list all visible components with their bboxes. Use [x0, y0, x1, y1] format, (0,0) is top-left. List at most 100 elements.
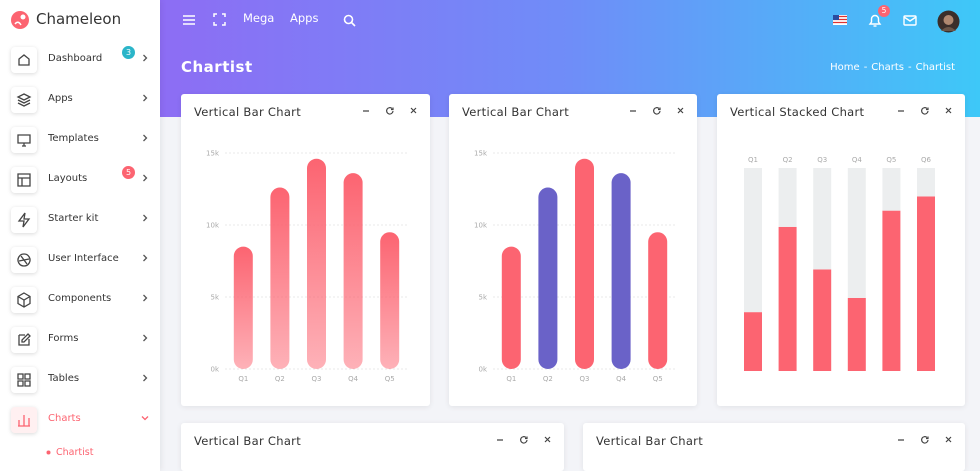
y-tick-label: 0k: [210, 366, 219, 374]
breadcrumb-separator: -: [863, 62, 868, 73]
menu-item[interactable]: Charts: [0, 405, 160, 435]
chevron-shape: [143, 94, 148, 102]
refresh[interactable]: [653, 107, 661, 115]
x-tick-label: Q3: [580, 375, 590, 383]
menu-item[interactable]: Starter kit: [0, 205, 160, 235]
bar: [270, 187, 290, 369]
x-tick-label: Q4: [348, 375, 359, 383]
close[interactable]: [410, 107, 417, 114]
chevron: [143, 134, 148, 142]
notification-badge: 5: [878, 5, 890, 17]
breadcrumb-item[interactable]: Home: [830, 62, 860, 73]
refresh[interactable]: [386, 107, 394, 115]
card-title: Vertical Bar Chart: [194, 434, 302, 448]
card: Vertical Bar Chart 0k 5k 10k 15k Q1 Q2 Q3 Q4 Q5: [181, 94, 430, 406]
submenu-item[interactable]: Chartist: [56, 447, 94, 458]
close[interactable]: [945, 107, 952, 114]
breadcrumb-item[interactable]: Chartist: [915, 62, 955, 73]
menu-label: Components: [48, 293, 112, 304]
refresh[interactable]: [520, 436, 528, 444]
menu-label: Dashboard: [48, 53, 103, 64]
chevron: [143, 334, 148, 342]
bar-segment: [882, 168, 901, 211]
card-controls: [898, 107, 952, 115]
icon: [17, 373, 31, 387]
messages[interactable]: [903, 15, 917, 26]
bar-segment: [778, 226, 797, 371]
chevron: [143, 214, 148, 222]
icon-shape: [17, 292, 31, 308]
chevron-shape: [143, 134, 148, 142]
search[interactable]: [343, 14, 356, 27]
menu-item[interactable]: User Interface: [0, 245, 160, 275]
close[interactable]: [677, 107, 684, 114]
icon-shape: [17, 253, 31, 267]
x-tick-label: Q1: [748, 156, 758, 164]
icon: [16, 93, 32, 107]
menu-toggle[interactable]: [182, 13, 196, 27]
icon-shape: [17, 212, 31, 228]
avatar[interactable]: [937, 10, 960, 33]
breadcrumb-item[interactable]: Charts: [871, 62, 904, 73]
card: Vertical Bar Chart: [181, 423, 564, 471]
bar: [343, 173, 363, 369]
chevron-shape: [143, 174, 148, 182]
chevron-shape: [143, 214, 148, 222]
brand[interactable]: Chameleon: [36, 10, 122, 28]
page-title: Chartist: [181, 58, 253, 76]
menu-item[interactable]: Layouts 5: [0, 165, 160, 195]
x-tick-label: Q2: [783, 156, 793, 164]
bar: [648, 232, 668, 369]
bar-segment: [813, 168, 832, 270]
menu-icon: [11, 287, 37, 313]
chevron: [143, 174, 148, 182]
bar: [233, 246, 253, 369]
x-tick-label: Q3: [817, 156, 827, 164]
y-tick-label: 0k: [478, 366, 487, 374]
icon: [17, 134, 31, 147]
card: Vertical Bar Chart 0k 5k 10k 15k Q1 Q2 Q3 Q4 Q5: [449, 94, 697, 406]
chevron: [143, 374, 148, 382]
y-tick-label: 5k: [478, 294, 487, 302]
icon: [17, 212, 31, 228]
card-title: Vertical Bar Chart: [194, 105, 302, 119]
menu-item[interactable]: Dashboard 3: [0, 45, 160, 75]
menu-item[interactable]: Tables: [0, 365, 160, 395]
chevron-shape: [143, 334, 148, 342]
x-tick-label: Q5: [886, 156, 896, 164]
bar: [380, 232, 400, 369]
fullscreen[interactable]: [213, 13, 226, 26]
refresh[interactable]: [921, 107, 929, 115]
card-controls: [898, 436, 952, 444]
card-title: Vertical Bar Chart: [462, 105, 570, 119]
icon: [18, 415, 30, 427]
chevron: [143, 254, 148, 262]
refresh[interactable]: [921, 436, 929, 444]
menu-item[interactable]: Forms: [0, 325, 160, 355]
sidebar: Chameleon Dashboard 3 Apps Templates Layouts…: [0, 0, 160, 471]
menu-item[interactable]: Apps: [0, 85, 160, 115]
notifications[interactable]: [868, 13, 882, 28]
menu-badge: 3: [122, 46, 135, 59]
card-controls: [363, 107, 417, 115]
bar-segment: [882, 210, 901, 371]
bar-segment: [847, 168, 866, 298]
bar-segment: [847, 297, 866, 371]
bar: [611, 173, 631, 369]
menu-icon: [11, 47, 37, 73]
menu-icon: [11, 327, 37, 353]
menu-item[interactable]: Templates: [0, 125, 160, 155]
nav-link[interactable]: Apps: [290, 11, 319, 25]
chart: Q1 Q2 Q3 Q4 Q5 Q6: [744, 156, 935, 371]
nav-link[interactable]: Mega: [243, 11, 275, 25]
x-tick-label: Q4: [852, 156, 863, 164]
menu-item[interactable]: Components: [0, 285, 160, 315]
close[interactable]: [945, 436, 952, 443]
chevron: [141, 416, 149, 421]
close[interactable]: [544, 436, 551, 443]
chevron-shape: [143, 294, 148, 302]
bar-segment: [778, 168, 797, 227]
bar-segment: [813, 269, 832, 371]
chevron-shape: [143, 254, 148, 262]
language-flag[interactable]: [833, 15, 847, 25]
